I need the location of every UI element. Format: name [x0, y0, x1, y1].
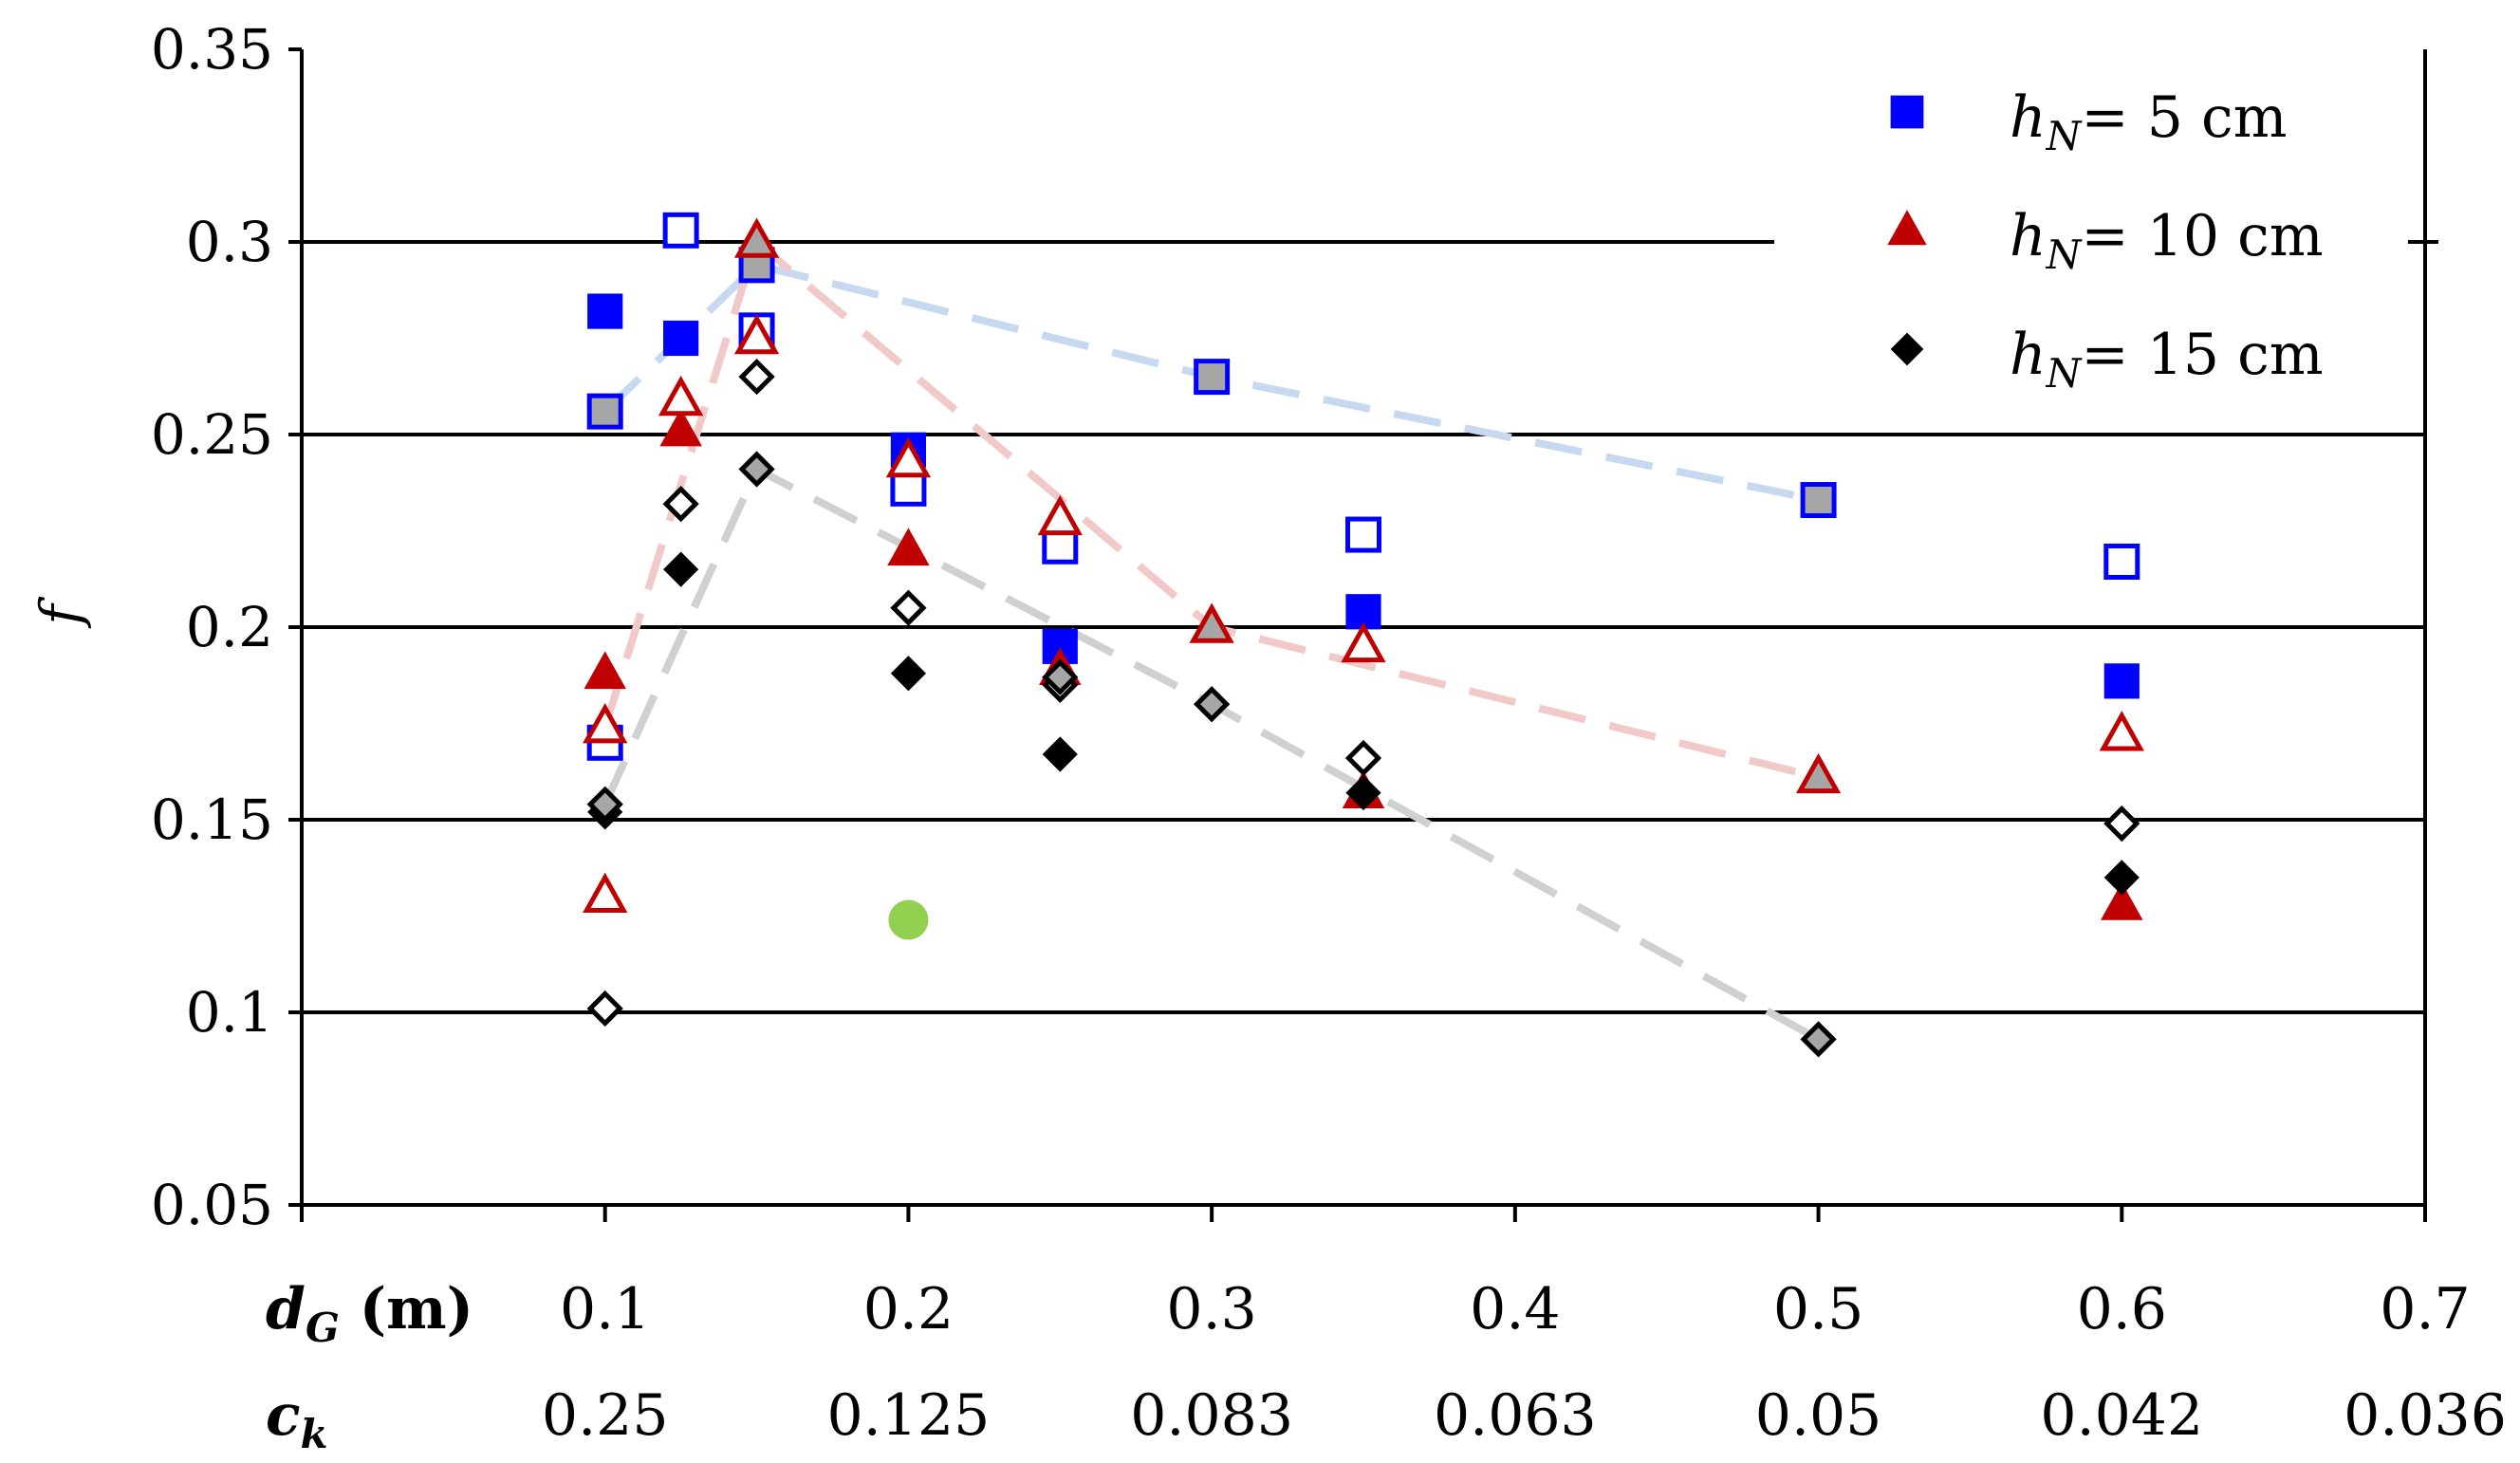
x-tick-label: 0.3	[1166, 1276, 1256, 1343]
diamond-point	[1042, 736, 1078, 772]
legend-entry-label: hN= 5 cm	[2010, 84, 2288, 159]
square-point	[663, 320, 699, 357]
x-tick-label: 0.5	[1773, 1276, 1863, 1343]
triangle-point	[1341, 621, 1386, 663]
gridline-gap	[1774, 236, 2408, 248]
diamond-point	[2103, 805, 2140, 843]
x-tick-label-secondary: 0.25	[542, 1382, 669, 1449]
y-tick-labels: 0.05 0.1 0.15 0.2 0.25 0.3 0.35	[151, 17, 273, 1237]
axes	[288, 47, 2438, 1222]
diamond-point	[1345, 774, 1381, 811]
triangle-point	[658, 375, 704, 417]
square-point	[662, 212, 699, 249]
circle-point	[888, 899, 929, 940]
triangle-point	[733, 313, 780, 355]
legend-triangle-marker	[1887, 210, 1927, 246]
square-point	[1194, 359, 1231, 396]
x-tick-label: 0.4	[1470, 1276, 1560, 1343]
square-point	[1800, 482, 1837, 519]
diamond-point	[662, 485, 699, 523]
diamond-point	[586, 990, 623, 1028]
legend: hN= 5 cm hN= 10 cm hN= 15 cm	[1887, 84, 2324, 397]
square-point	[1042, 528, 1079, 565]
y-tick-label: 0.05	[151, 1173, 273, 1237]
diamond-point	[2103, 860, 2140, 896]
x-tick-label-secondary: 0.083	[1130, 1382, 1293, 1449]
x-tick-label-secondary: 0.125	[827, 1382, 991, 1449]
diamond-point	[1194, 686, 1231, 723]
trend-line	[602, 464, 1821, 1043]
triangle-point	[1037, 494, 1083, 536]
trend-line	[601, 235, 1820, 782]
x-tick-label: 0.2	[863, 1276, 954, 1343]
square-point	[2103, 543, 2140, 580]
x-tick-label-secondary: 0.05	[1755, 1382, 1882, 1449]
triangle-point	[1795, 752, 1842, 794]
square-point	[890, 470, 927, 507]
y-tick-label: 0.25	[151, 402, 273, 467]
diamond-point	[890, 589, 927, 626]
x-tick-label-secondary: 0.042	[2040, 1382, 2203, 1449]
diamond-point	[1344, 739, 1382, 777]
y-tick-label: 0.15	[151, 787, 273, 852]
triangle-point	[887, 528, 930, 566]
square-point	[587, 293, 623, 329]
diamond-point	[663, 551, 699, 587]
diamond-point	[738, 358, 775, 396]
y-tick-label: 0.2	[186, 595, 273, 659]
x-tick-labels: 0.1 0.25 0.2 0.125 0.3 0.083 0.4 0.063 0.5 0.05 0.…	[542, 1276, 2507, 1449]
legend-entry-label: hN= 10 cm	[2010, 203, 2324, 278]
triangle-point	[1189, 602, 1234, 643]
legend-square-marker	[1890, 95, 1924, 129]
legend-entry-label: hN= 15 cm	[2010, 322, 2324, 397]
square-point	[586, 393, 623, 430]
triangle-point	[885, 436, 932, 478]
x-axis-label-main: dG (m)	[266, 1276, 473, 1351]
square-point	[2103, 663, 2140, 699]
triangle-point	[583, 872, 628, 913]
x-tick-label: 0.7	[2380, 1276, 2470, 1343]
x-tick-label: 0.1	[560, 1276, 650, 1343]
diamond-point	[586, 786, 623, 823]
diamond-point	[890, 656, 927, 692]
diamond-point	[738, 451, 775, 488]
triangle-point	[659, 408, 702, 447]
legend-diamond-marker	[1890, 332, 1924, 366]
y-tick-label: 0.35	[151, 17, 273, 82]
triangle-point	[2101, 881, 2143, 920]
x-axis-label-secondary: ck	[266, 1382, 328, 1457]
triangle-point	[2099, 711, 2144, 751]
triangle-point	[584, 651, 626, 690]
diamond-point	[1800, 1021, 1837, 1058]
data-points	[583, 212, 2144, 1058]
x-tick-label-secondary: 0.063	[1434, 1382, 1597, 1449]
triangle-point	[733, 217, 780, 258]
x-tick-label: 0.6	[2077, 1276, 2167, 1343]
y-tick-label: 0.1	[186, 980, 273, 1045]
y-tick-label: 0.3	[186, 210, 273, 274]
triangle-point	[583, 703, 628, 744]
x-tick-label-secondary: 0.036	[2344, 1382, 2507, 1449]
y-axis-label: f	[28, 596, 93, 629]
square-point	[1345, 516, 1381, 553]
diamond-point	[1042, 658, 1079, 695]
